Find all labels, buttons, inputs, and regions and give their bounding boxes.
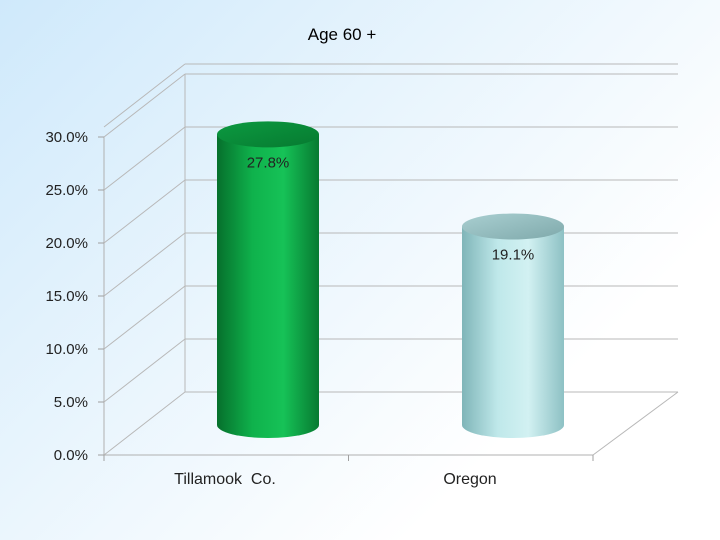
gridline-side <box>103 179 186 244</box>
y-tick-label: 0.0% <box>54 447 88 464</box>
y-tick-label: 10.0% <box>45 341 88 358</box>
gridline-side <box>103 285 186 350</box>
bars <box>217 121 564 438</box>
bar <box>217 121 319 438</box>
category-label: Tillamook Co. <box>174 471 276 488</box>
data-label: 27.8% <box>247 154 290 171</box>
y-tick-label: 25.0% <box>45 182 88 199</box>
data-label: 19.1% <box>492 247 535 264</box>
bar-body <box>462 226 564 438</box>
floor-edge <box>592 391 679 456</box>
gridline-side <box>103 338 186 403</box>
labels: 27.8% Tillamook Co. 19.1% Oregon <box>174 154 534 488</box>
y-tick-label: 30.0% <box>45 129 88 146</box>
gridline-frame <box>103 63 186 128</box>
bar-top <box>217 121 319 148</box>
gridline-side <box>103 391 186 456</box>
y-tick-label: 5.0% <box>54 394 88 411</box>
gridline-side <box>103 126 186 191</box>
y-tick-label: 15.0% <box>45 288 88 305</box>
y-tick-label: 20.0% <box>45 235 88 252</box>
category-label: Oregon <box>443 471 496 488</box>
gridline-side <box>103 232 186 297</box>
grid-layer <box>98 63 679 461</box>
gridline-side <box>103 73 186 138</box>
bar-top <box>462 213 564 240</box>
bar-body <box>217 134 319 438</box>
y-tick-labels: 0.0% 5.0% 10.0% 15.0% 20.0% 25.0% 30.0% <box>45 129 88 464</box>
bar <box>462 213 564 438</box>
chart-title: Age 60 + <box>308 25 377 44</box>
